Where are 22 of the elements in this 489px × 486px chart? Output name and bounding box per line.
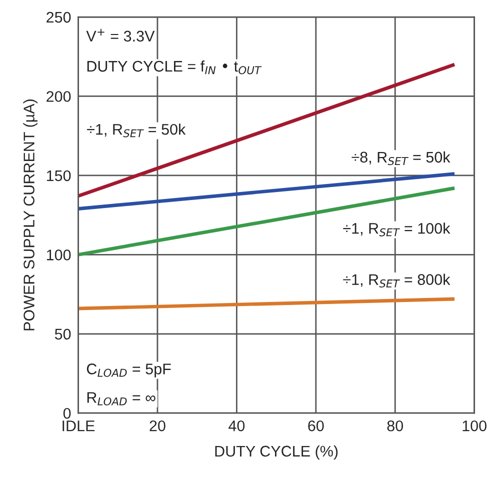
annotation: R$_{LOAD}$ = ∞ (87, 392, 156, 406)
y-tick-label: 0 (63, 408, 71, 419)
series-label: ÷1, R$_{SET}$ = 50k (87, 124, 186, 138)
y-tick-label: 200 (46, 91, 71, 102)
y-tick-label: 150 (46, 170, 71, 182)
x-tick-label: IDLE (62, 420, 95, 432)
y-axis-title: POWER SUPPLY CURRENT (µA) (23, 100, 38, 330)
x-axis-title: DUTY CYCLE (%) (215, 445, 338, 460)
x-tick-label: 20 (150, 420, 166, 432)
x-tick-label: 80 (387, 420, 404, 432)
annotation: DUTY CYCLE = f$_{IN}$ • t$_{OUT}$ (87, 60, 262, 74)
annotation: C$_{LOAD}$ = 5pF (86, 364, 171, 378)
series-label: ÷1, R$_{SET}$ = 100k (343, 222, 450, 236)
series-label: ÷8, R$_{SET}$ = 50k (352, 151, 450, 166)
y-tick-label: 50 (54, 328, 71, 340)
y-tick-label: 100 (46, 250, 71, 260)
annotation: V$^{+}$ = 3.3V (86, 28, 155, 42)
y-tick-label: 250 (46, 12, 71, 23)
x-tick-label: 60 (308, 420, 324, 432)
series-label: ÷1, R$_{SET}$ = 800k (343, 274, 450, 288)
x-tick-label: 40 (228, 420, 245, 432)
x-tick-label: 100 (462, 420, 486, 432)
